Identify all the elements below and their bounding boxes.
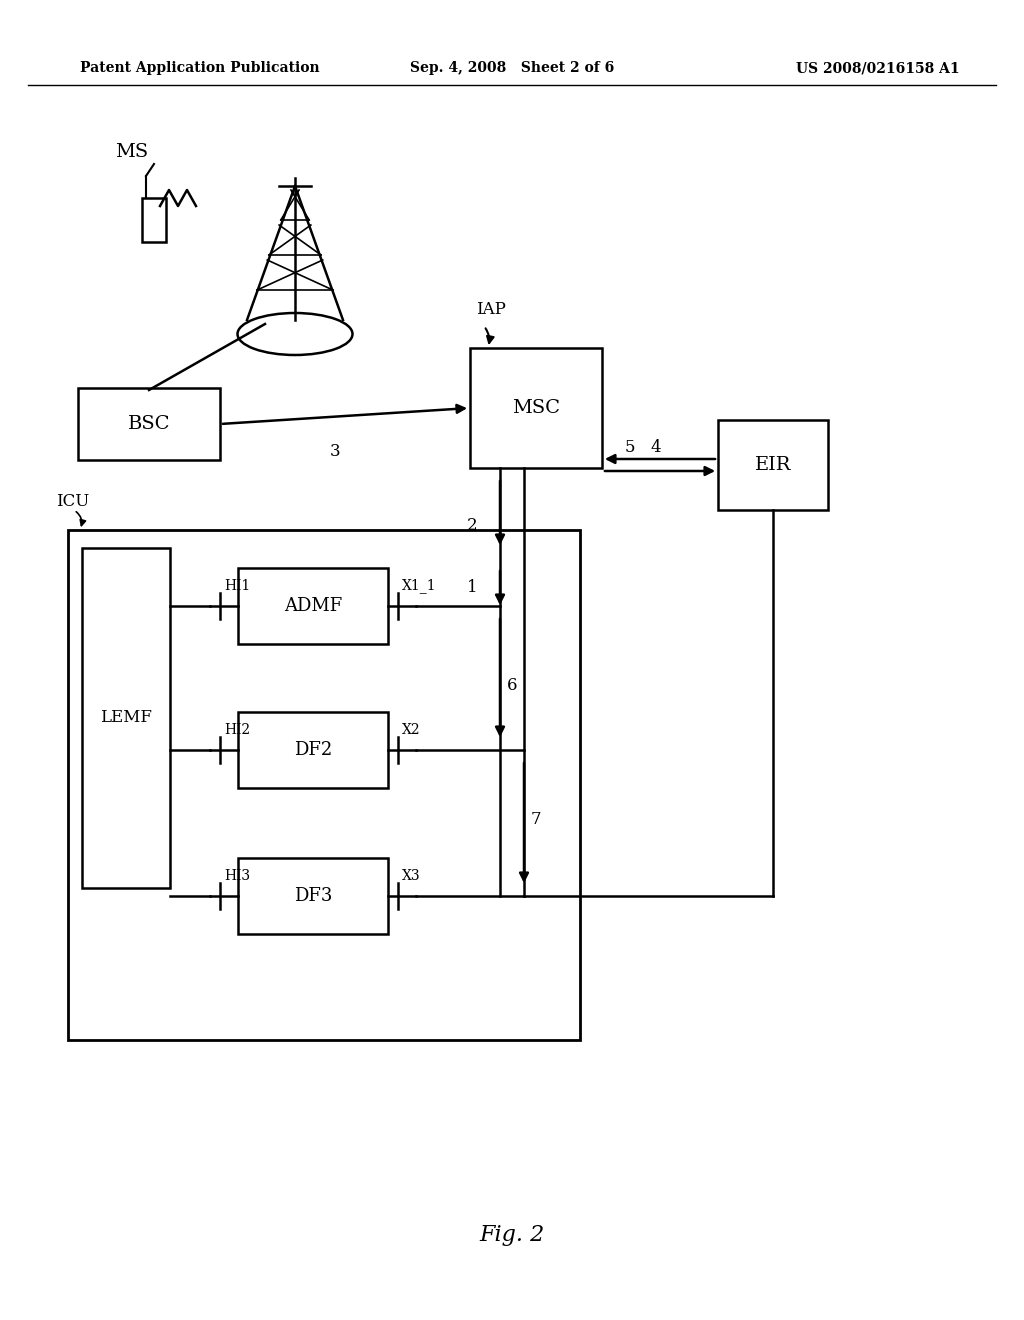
Text: X3: X3 — [402, 869, 421, 883]
Text: HI3: HI3 — [224, 869, 250, 883]
Text: X2: X2 — [402, 723, 421, 737]
Text: MSC: MSC — [512, 399, 560, 417]
Text: 3: 3 — [330, 444, 340, 461]
Bar — [68, 531, 580, 1040]
Text: DF2: DF2 — [294, 741, 332, 759]
Text: LEMF: LEMF — [100, 710, 152, 726]
Text: IAP: IAP — [476, 301, 506, 318]
Text: HI1: HI1 — [224, 579, 250, 593]
Bar — [238, 711, 388, 788]
Text: EIR: EIR — [755, 455, 792, 474]
Ellipse shape — [238, 313, 352, 355]
Text: BSC: BSC — [128, 414, 170, 433]
Text: Patent Application Publication: Patent Application Publication — [80, 61, 319, 75]
Text: HI2: HI2 — [224, 723, 250, 737]
Text: Fig. 2: Fig. 2 — [479, 1224, 545, 1246]
Bar — [238, 858, 388, 935]
Text: 7: 7 — [530, 812, 542, 829]
Text: MS: MS — [116, 143, 148, 161]
Bar — [238, 568, 388, 644]
Text: ICU: ICU — [56, 494, 89, 511]
Text: DF3: DF3 — [294, 887, 332, 906]
Text: 2: 2 — [467, 517, 477, 535]
Text: 4: 4 — [650, 438, 662, 455]
Text: 5: 5 — [625, 438, 635, 455]
Text: ADMF: ADMF — [284, 597, 342, 615]
Text: X1_1: X1_1 — [402, 578, 436, 594]
Text: US 2008/0216158 A1: US 2008/0216158 A1 — [797, 61, 961, 75]
Bar — [718, 420, 828, 510]
Bar — [78, 388, 220, 459]
Bar — [82, 548, 170, 888]
Text: 1: 1 — [467, 579, 477, 597]
Bar — [142, 198, 166, 242]
Bar — [470, 348, 602, 469]
Text: Sep. 4, 2008   Sheet 2 of 6: Sep. 4, 2008 Sheet 2 of 6 — [410, 61, 614, 75]
Text: 6: 6 — [507, 677, 517, 694]
